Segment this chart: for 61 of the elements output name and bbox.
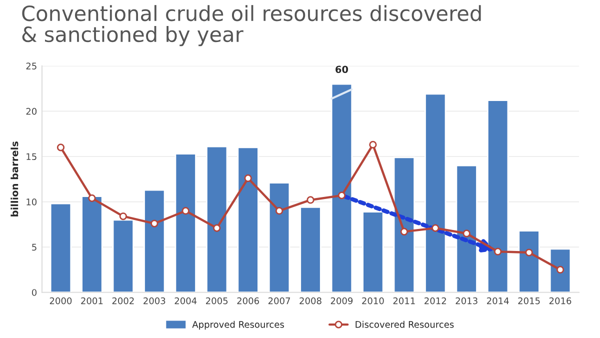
point — [275, 207, 284, 215]
point — [556, 266, 564, 274]
x-tick-label: 2008 — [300, 297, 322, 304]
chart-title: Conventional crude oil resources discovered & sanctioned by year — [22, 5, 481, 46]
point — [462, 230, 470, 238]
bar — [549, 248, 572, 292]
point — [150, 220, 158, 228]
point — [182, 207, 190, 215]
bar — [144, 189, 166, 292]
x-tick-label: 2009 — [330, 297, 353, 304]
bar — [237, 146, 259, 292]
y-tick-label: 0 — [32, 289, 37, 296]
bar — [424, 93, 446, 292]
bar — [518, 230, 540, 292]
bar — [81, 196, 103, 292]
point — [369, 140, 377, 149]
point — [525, 248, 533, 256]
y-tick-label: 25 — [26, 62, 36, 70]
bar — [268, 182, 290, 292]
point — [400, 228, 408, 236]
x-tick-label: 2000 — [50, 297, 72, 304]
point — [494, 248, 502, 256]
point — [88, 194, 96, 202]
point — [56, 144, 65, 152]
x-tick-label: 2015 — [518, 297, 540, 304]
x-tick-label: 2001 — [81, 297, 103, 304]
point — [213, 224, 221, 232]
x-tick-label: 2010 — [362, 297, 384, 304]
x-tick-label: 2002 — [112, 297, 134, 304]
x-tick-label: 2012 — [424, 297, 446, 304]
bar — [330, 83, 353, 292]
point — [244, 174, 252, 182]
x-tick-label: 2014 — [487, 297, 509, 304]
point — [306, 196, 314, 204]
bar — [456, 164, 478, 292]
point — [432, 224, 440, 232]
y-axis-title: billion barrels — [10, 142, 18, 216]
y-tick-label: 15 — [26, 153, 36, 160]
x-tick-label: 2004 — [174, 297, 197, 304]
x-tick-label: 2005 — [206, 297, 228, 304]
x-tick-label: 2016 — [549, 297, 572, 304]
y-tick-label: 10 — [26, 198, 37, 206]
bar — [362, 211, 384, 292]
x-tick-label: 2003 — [144, 297, 166, 304]
legend-label: Discovered Resources — [356, 320, 454, 328]
y-tick-label: 20 — [26, 108, 37, 115]
bar — [300, 206, 322, 292]
x-tick-label: 2007 — [268, 297, 290, 304]
bar — [206, 146, 228, 292]
bar — [50, 202, 72, 292]
bar — [486, 100, 509, 292]
bar — [174, 153, 196, 292]
annotation: 60 — [336, 66, 348, 74]
point — [119, 212, 127, 220]
x-tick-label: 2006 — [237, 297, 259, 304]
x-tick-label: 2011 — [393, 297, 415, 304]
legend-label: Approved Resources — [192, 320, 284, 330]
x-tick-label: 2013 — [456, 297, 478, 304]
bar — [393, 156, 416, 292]
y-tick-label: 5 — [32, 244, 36, 251]
point — [338, 192, 346, 200]
